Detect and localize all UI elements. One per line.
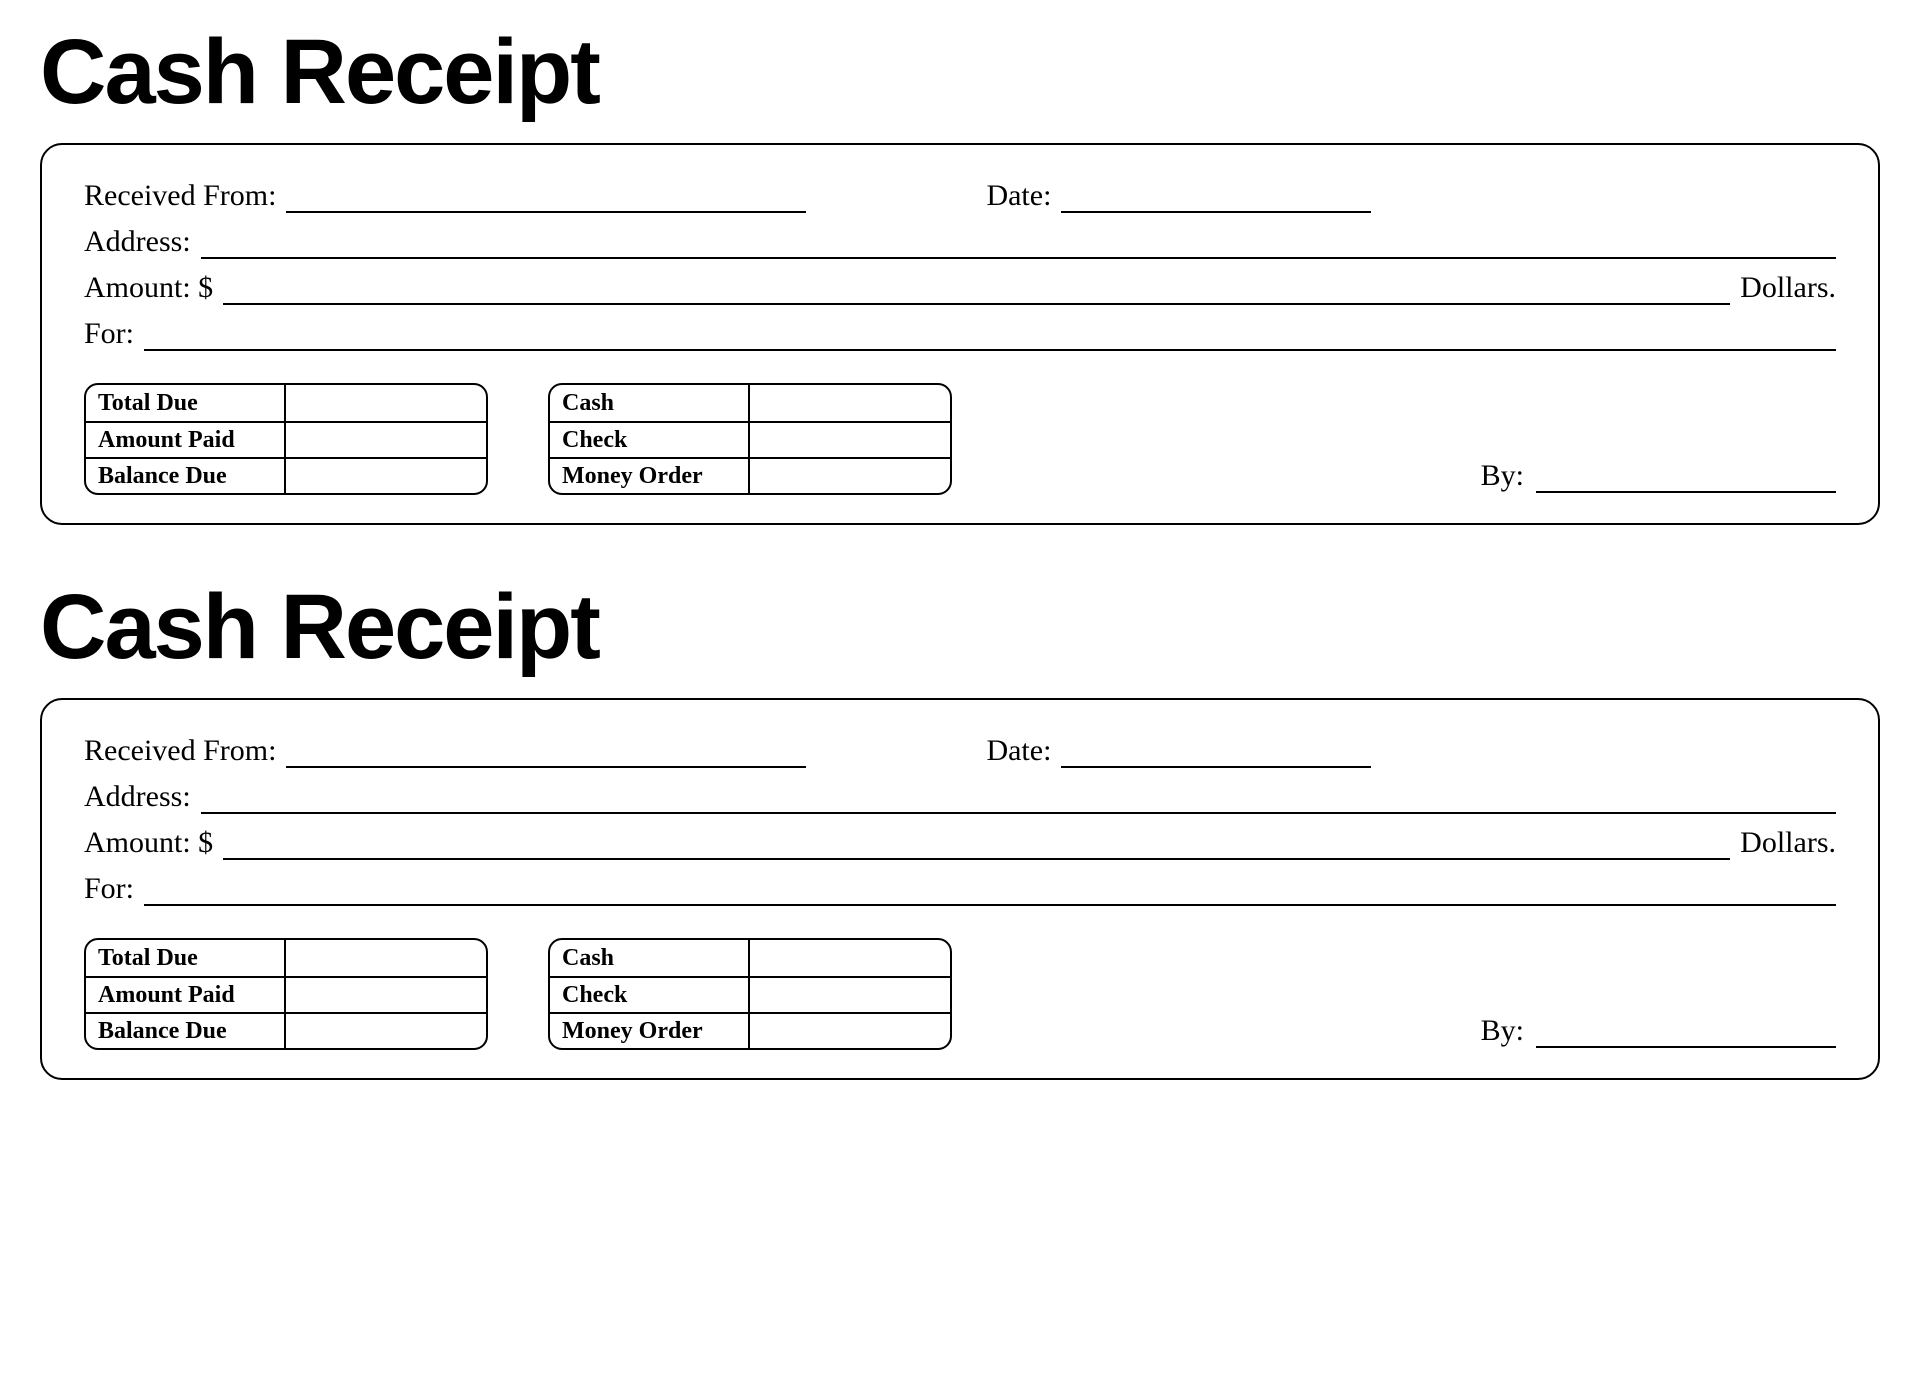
label-address: Address: (84, 780, 191, 814)
row-address: Address: (84, 780, 1836, 814)
table-row: Total Due (86, 940, 486, 976)
row-address: Address: (84, 225, 1836, 259)
value-check[interactable] (750, 423, 950, 457)
value-money-order[interactable] (750, 1014, 950, 1048)
table-row: Check (550, 976, 950, 1012)
receipt-title: Cash Receipt (40, 575, 1880, 680)
label-total-due: Total Due (86, 940, 286, 976)
value-balance-due[interactable] (286, 1014, 486, 1048)
value-balance-due[interactable] (286, 459, 486, 493)
row-by: By: (1012, 459, 1836, 495)
table-row: Amount Paid (86, 421, 486, 457)
value-total-due[interactable] (286, 940, 486, 976)
table-row: Amount Paid (86, 976, 486, 1012)
label-amount-paid: Amount Paid (86, 978, 286, 1012)
label-by: By: (1481, 1014, 1524, 1048)
bottom-section: Total Due Amount Paid Balance Due Cash (84, 383, 1836, 495)
row-amount: Amount: $ Dollars. (84, 826, 1836, 860)
label-cash: Cash (550, 940, 750, 976)
line-by[interactable] (1536, 467, 1836, 493)
table-row: Check (550, 421, 950, 457)
line-amount[interactable] (223, 834, 1730, 860)
value-cash[interactable] (750, 385, 950, 421)
label-total-due: Total Due (86, 385, 286, 421)
label-date: Date: (986, 179, 1051, 213)
bottom-section: Total Due Amount Paid Balance Due Cash (84, 938, 1836, 1050)
table-row: Money Order (550, 1012, 950, 1048)
receipt-box: Received From: Date: Address: Amount: $ … (40, 698, 1880, 1080)
row-received-from-date: Received From: Date: (84, 734, 1836, 768)
table-row: Balance Due (86, 1012, 486, 1048)
line-date[interactable] (1061, 187, 1371, 213)
payment-table: Cash Check Money Order (548, 383, 952, 495)
table-row: Cash (550, 385, 950, 421)
receipt-box: Received From: Date: Address: Amount: $ … (40, 143, 1880, 525)
row-for: For: (84, 317, 1836, 351)
line-received-from[interactable] (286, 742, 806, 768)
value-amount-paid[interactable] (286, 978, 486, 1012)
label-date: Date: (986, 734, 1051, 768)
label-cash: Cash (550, 385, 750, 421)
value-total-due[interactable] (286, 385, 486, 421)
value-money-order[interactable] (750, 459, 950, 493)
label-dollars: Dollars. (1740, 271, 1836, 305)
line-by[interactable] (1536, 1022, 1836, 1048)
receipt-block: Cash Receipt Received From: Date: Addres… (40, 575, 1880, 1080)
line-address[interactable] (201, 233, 1836, 259)
label-amount: Amount: $ (84, 826, 213, 860)
label-check: Check (550, 978, 750, 1012)
table-row: Cash (550, 940, 950, 976)
row-for: For: (84, 872, 1836, 906)
value-amount-paid[interactable] (286, 423, 486, 457)
table-row: Total Due (86, 385, 486, 421)
receipt-title: Cash Receipt (40, 20, 1880, 125)
label-money-order: Money Order (550, 1014, 750, 1048)
line-for[interactable] (144, 325, 1836, 351)
receipt-block: Cash Receipt Received From: Date: Addres… (40, 20, 1880, 525)
value-cash[interactable] (750, 940, 950, 976)
table-row: Balance Due (86, 457, 486, 493)
balance-table: Total Due Amount Paid Balance Due (84, 938, 488, 1050)
line-for[interactable] (144, 880, 1836, 906)
label-check: Check (550, 423, 750, 457)
table-row: Money Order (550, 457, 950, 493)
label-balance-due: Balance Due (86, 1014, 286, 1048)
line-date[interactable] (1061, 742, 1371, 768)
value-check[interactable] (750, 978, 950, 1012)
line-received-from[interactable] (286, 187, 806, 213)
row-amount: Amount: $ Dollars. (84, 271, 1836, 305)
line-address[interactable] (201, 788, 1836, 814)
line-amount[interactable] (223, 279, 1730, 305)
label-for: For: (84, 872, 134, 906)
label-address: Address: (84, 225, 191, 259)
row-received-from-date: Received From: Date: (84, 179, 1836, 213)
row-by: By: (1012, 1014, 1836, 1050)
label-balance-due: Balance Due (86, 459, 286, 493)
label-received-from: Received From: (84, 179, 276, 213)
label-amount-paid: Amount Paid (86, 423, 286, 457)
balance-table: Total Due Amount Paid Balance Due (84, 383, 488, 495)
label-received-from: Received From: (84, 734, 276, 768)
payment-table: Cash Check Money Order (548, 938, 952, 1050)
label-dollars: Dollars. (1740, 826, 1836, 860)
label-for: For: (84, 317, 134, 351)
label-by: By: (1481, 459, 1524, 493)
label-money-order: Money Order (550, 459, 750, 493)
label-amount: Amount: $ (84, 271, 213, 305)
